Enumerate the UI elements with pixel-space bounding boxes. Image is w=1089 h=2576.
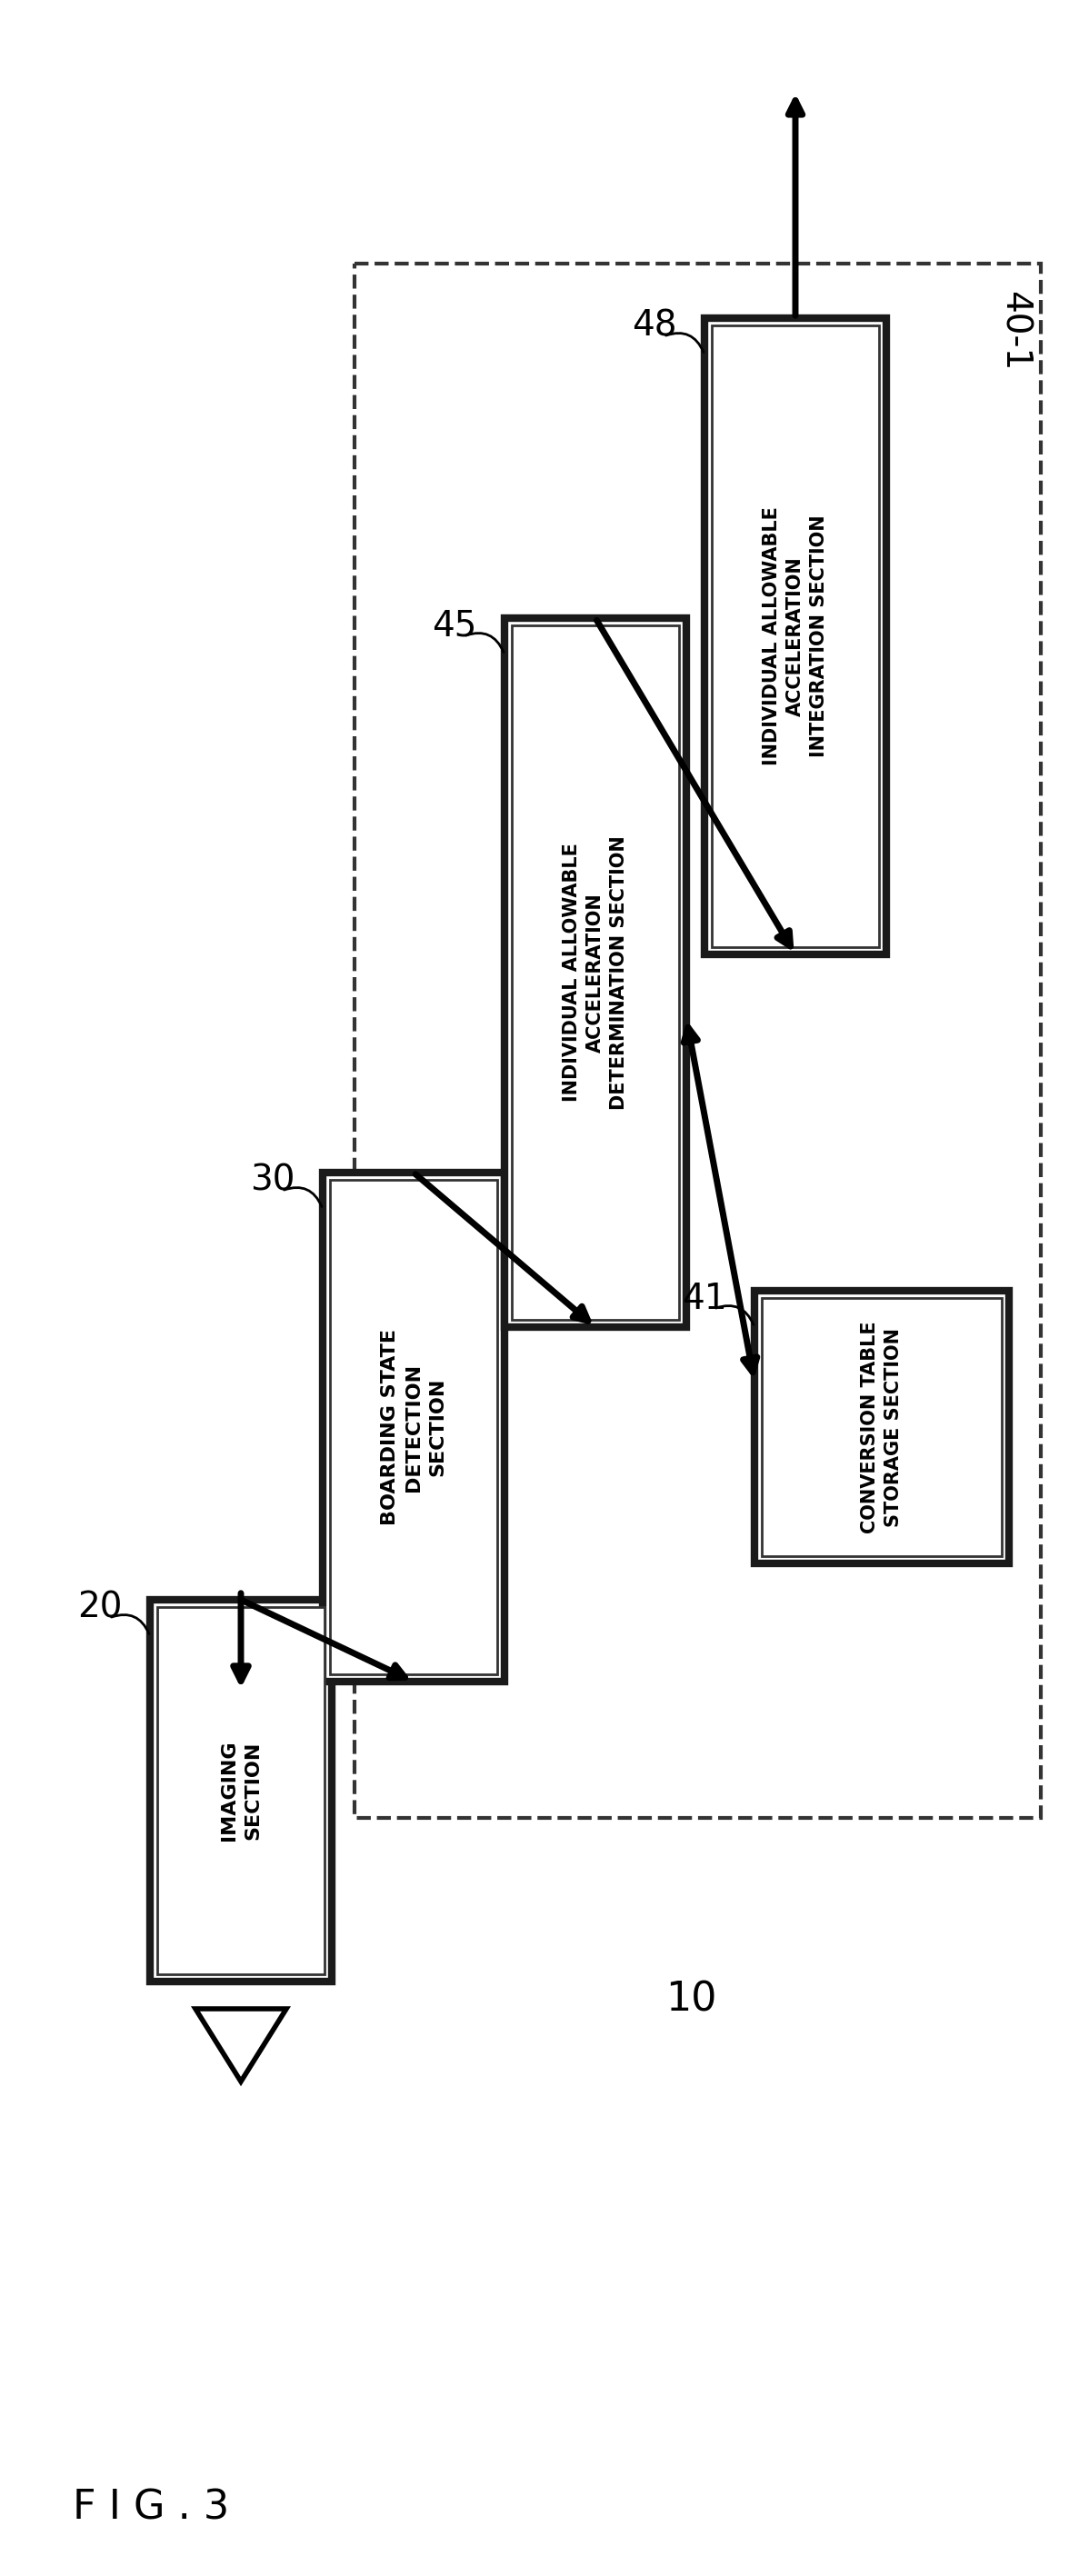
Bar — [150, 1600, 332, 1981]
Bar — [157, 1607, 325, 1973]
Bar — [761, 1298, 1002, 1556]
Text: 10: 10 — [665, 1981, 717, 2020]
Bar — [512, 626, 680, 1319]
Bar — [322, 1172, 504, 1682]
Polygon shape — [195, 2009, 286, 2081]
Bar — [330, 1180, 498, 1674]
Text: INDIVIDUAL ALLOWABLE
ACCELERATION
INTEGRATION SECTION: INDIVIDUAL ALLOWABLE ACCELERATION INTEGR… — [762, 507, 829, 765]
Bar — [355, 263, 1041, 1819]
Bar — [705, 319, 886, 956]
Text: IMAGING
SECTION: IMAGING SECTION — [220, 1741, 262, 1842]
Text: 45: 45 — [431, 608, 477, 644]
Text: 30: 30 — [250, 1164, 295, 1198]
Text: 20: 20 — [77, 1592, 122, 1625]
Text: 48: 48 — [632, 309, 676, 343]
Text: BOARDING STATE
DETECTION
SECTION: BOARDING STATE DETECTION SECTION — [380, 1329, 446, 1525]
Text: 40-1: 40-1 — [998, 291, 1031, 371]
Text: 41: 41 — [682, 1283, 726, 1316]
Bar — [712, 325, 879, 948]
Text: INDIVIDUAL ALLOWABLE
ACCELERATION
DETERMINATION SECTION: INDIVIDUAL ALLOWABLE ACCELERATION DETERM… — [562, 835, 628, 1110]
Bar — [755, 1291, 1010, 1564]
Text: F I G . 3: F I G . 3 — [73, 2488, 230, 2527]
Text: CONVERSION TABLE
STORAGE SECTION: CONVERSION TABLE STORAGE SECTION — [860, 1321, 903, 1533]
Bar — [504, 618, 686, 1327]
